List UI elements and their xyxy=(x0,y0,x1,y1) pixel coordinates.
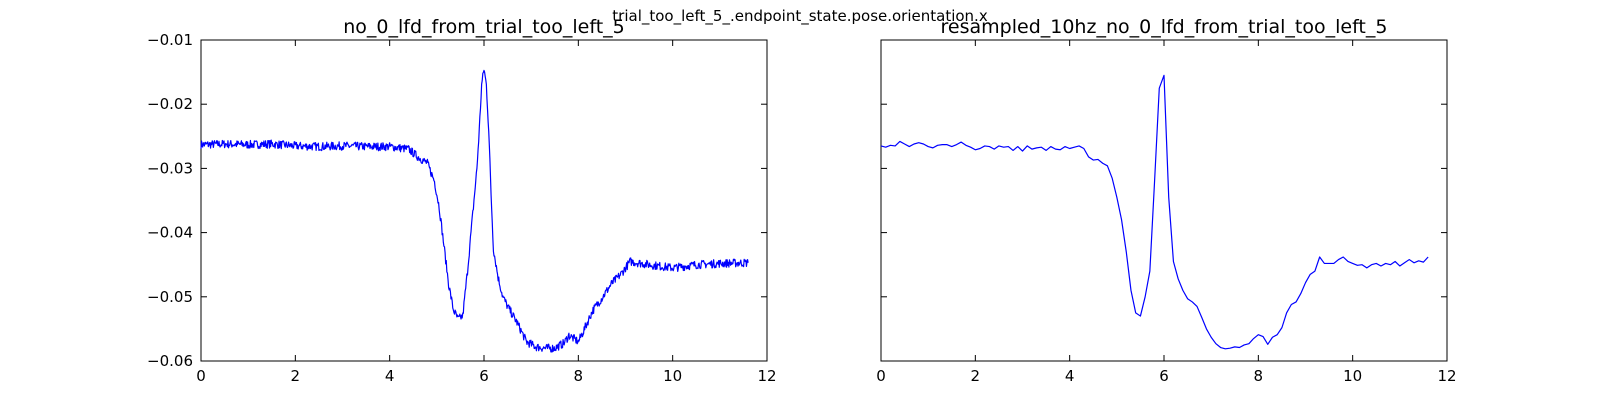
y-tick-label: −0.02 xyxy=(147,95,193,113)
x-tick-label: 8 xyxy=(1254,367,1264,385)
x-tick-label: 12 xyxy=(757,367,776,385)
x-tick-label: 10 xyxy=(1343,367,1362,385)
left-plot: 0 2 4 6 8 10 12 −0.01 −0.02 −0.03 −0.04 −0.05 −0.06 n… xyxy=(147,16,777,385)
x-tick-label: 4 xyxy=(1065,367,1075,385)
figure-title: trial_too_left_5_.endpoint_state.pose.or… xyxy=(612,7,988,26)
x-tick-label: 6 xyxy=(1159,367,1169,385)
series-line xyxy=(200,69,749,353)
y-tick-label: −0.04 xyxy=(147,224,193,242)
y-tick-label: −0.06 xyxy=(147,352,193,370)
x-tick-label: 12 xyxy=(1437,367,1456,385)
y-tick-label: −0.01 xyxy=(147,31,193,49)
x-tick-label: 0 xyxy=(876,367,886,385)
x-tick-label: 10 xyxy=(663,367,682,385)
x-tick-label: 0 xyxy=(196,367,206,385)
series-line xyxy=(880,74,1429,350)
plot-frame xyxy=(200,39,768,362)
plot-title: resampled_10hz_no_0_lfd_from_trial_too_l… xyxy=(941,16,1388,38)
plot-title: no_0_lfd_from_trial_too_left_5 xyxy=(343,16,625,38)
y-tick-label: −0.03 xyxy=(147,159,193,177)
right-plot: 0 2 4 6 8 10 12 resampled_10hz_no_0_lfd_from_tr… xyxy=(876,16,1456,385)
y-tick-label: −0.05 xyxy=(147,288,193,306)
x-tick-label: 2 xyxy=(291,367,301,385)
x-tick-label: 4 xyxy=(385,367,395,385)
x-tick-label: 2 xyxy=(971,367,981,385)
x-tick-label: 8 xyxy=(574,367,584,385)
x-tick-label: 6 xyxy=(479,367,489,385)
